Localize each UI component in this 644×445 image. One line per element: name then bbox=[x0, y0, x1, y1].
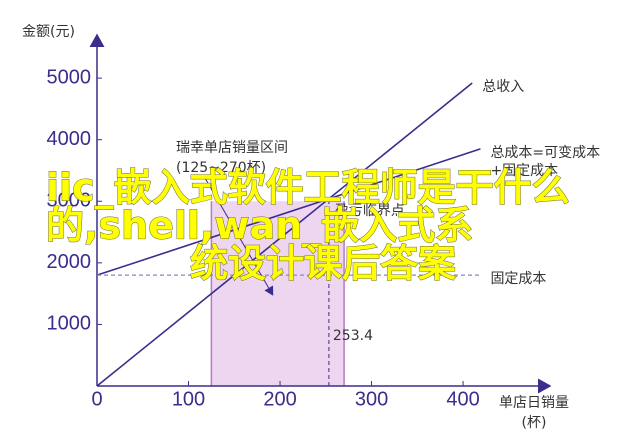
x-tick-label: 100 bbox=[172, 388, 205, 410]
x-axis-label: (杯) bbox=[522, 415, 547, 431]
series-label: 固定成本 bbox=[490, 271, 546, 287]
x-tick-label: 200 bbox=[263, 388, 296, 410]
series-label: +固定成本 bbox=[490, 163, 558, 179]
x-tick-label: 0 bbox=[91, 388, 102, 410]
y-tick-label: 1000 bbox=[47, 313, 92, 335]
annotation-text: (125~270杯) bbox=[176, 160, 266, 176]
x-axis-label: 单店日销量 bbox=[499, 395, 569, 411]
y-tick-label: 2000 bbox=[47, 251, 92, 273]
break-even-label: 盈亏临界点 bbox=[335, 203, 405, 219]
watermark-text: 的,shell,wan_嵌入式系 bbox=[46, 204, 473, 248]
y-axis-label: 金额(元) bbox=[22, 24, 75, 40]
break-even-value: 253.4 bbox=[333, 328, 373, 344]
y-tick-label: 4000 bbox=[47, 128, 92, 150]
watermark-text: iic_嵌入式软件工程师是干什么 bbox=[46, 166, 570, 210]
x-tick-label: 300 bbox=[355, 388, 388, 410]
series-line bbox=[96, 82, 473, 387]
series-label: 总成本=可变成本 bbox=[490, 145, 600, 161]
annotation-text: 瑞幸单店销量区间 bbox=[176, 140, 288, 156]
y-tick-label: 3000 bbox=[47, 190, 92, 212]
sales-range bbox=[211, 201, 345, 386]
y-tick-label: 5000 bbox=[47, 66, 92, 88]
annotation-arrow bbox=[204, 177, 274, 296]
series-label: 总收入 bbox=[482, 79, 524, 95]
x-tick-label: 400 bbox=[446, 388, 479, 410]
watermark-text: 统设计课后答案 bbox=[190, 242, 457, 286]
series-line bbox=[96, 148, 481, 276]
